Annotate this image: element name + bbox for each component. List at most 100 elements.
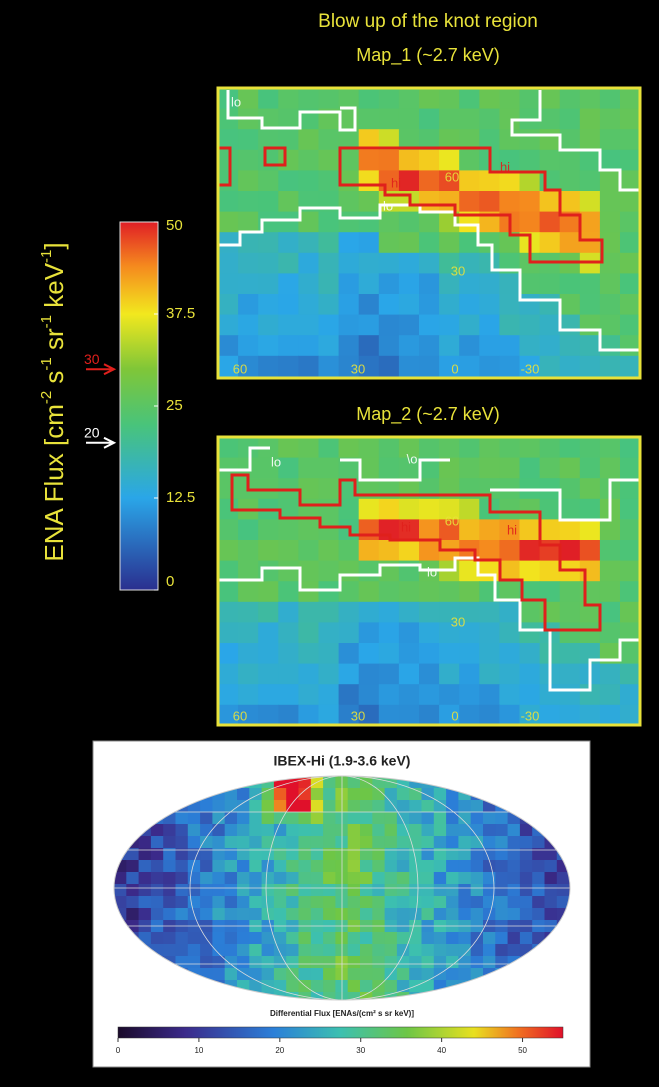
sky-cell <box>470 908 484 921</box>
sky-cell <box>286 956 300 969</box>
colorbar-tick-label: 37.5 <box>166 305 195 322</box>
sky-cell <box>421 836 435 849</box>
map-cell <box>378 88 400 110</box>
map-cell <box>398 663 420 685</box>
map-label: 30 <box>351 361 365 376</box>
sky-cell <box>200 944 213 957</box>
map-cell <box>338 457 360 479</box>
map-cell <box>579 581 601 603</box>
sky-cell <box>163 824 177 837</box>
map-cell <box>378 622 400 644</box>
sky-cell <box>249 836 263 849</box>
sky-cell <box>249 848 263 861</box>
sky-cell <box>372 872 386 885</box>
sky-cell <box>495 860 509 873</box>
map-cell <box>419 294 440 316</box>
map-cell <box>238 643 259 665</box>
map-cell <box>398 684 420 706</box>
map-cell <box>298 519 320 541</box>
sky-cell <box>519 908 533 921</box>
sky-cell <box>347 968 361 981</box>
map-cell <box>579 294 601 316</box>
sky-cell <box>273 884 287 897</box>
map-cell <box>599 170 621 192</box>
map-cell <box>398 108 420 130</box>
map-cell <box>419 108 440 130</box>
sky-cell <box>200 800 213 813</box>
sky-cell <box>310 944 324 957</box>
sky-cell <box>470 896 484 909</box>
sky-cell <box>519 932 533 945</box>
sky-cell <box>187 824 201 837</box>
map-cell <box>559 108 581 130</box>
sky-cell <box>483 956 496 969</box>
map-cell <box>539 601 561 623</box>
map-cell <box>519 129 541 151</box>
map-cell <box>298 684 320 706</box>
map-cell <box>238 540 259 562</box>
sky-cell <box>237 860 250 873</box>
map-cell <box>459 108 480 130</box>
sky-cell <box>347 896 361 909</box>
sky-cell <box>483 860 496 873</box>
sky-cell <box>458 848 472 861</box>
map-cell <box>620 170 640 192</box>
sky-cell <box>433 788 447 801</box>
map-cell <box>479 684 500 706</box>
map-cell <box>620 232 640 254</box>
map-cell <box>218 314 239 336</box>
map-cell <box>238 211 259 233</box>
sky-cell <box>396 884 410 897</box>
map-cell <box>519 540 541 562</box>
sky-cell <box>261 836 275 849</box>
map-cell <box>579 314 601 336</box>
sky-cell <box>372 884 386 897</box>
sky-cell <box>212 860 226 873</box>
sky-cell <box>286 860 300 873</box>
sky-cell <box>384 980 398 993</box>
sky-cell <box>470 848 484 861</box>
sky-cell <box>261 932 275 945</box>
map-cell <box>218 355 239 377</box>
map-cell <box>539 273 561 295</box>
map-cell <box>238 519 259 541</box>
map-cell <box>318 335 340 357</box>
map-cell <box>539 314 561 336</box>
sky-cell <box>175 872 189 885</box>
sky-cell <box>495 884 509 897</box>
map-cell <box>378 684 400 706</box>
map-cell <box>338 581 360 603</box>
sky-cell <box>150 908 164 921</box>
map-cell <box>459 149 480 171</box>
map-cell <box>378 252 400 274</box>
map-cell <box>258 314 279 336</box>
sky-cell <box>483 848 496 861</box>
map-cell <box>419 191 440 213</box>
map-cell <box>358 622 380 644</box>
map-cell <box>579 519 601 541</box>
map-cell <box>218 622 239 644</box>
map-cell <box>519 601 541 623</box>
map-cell <box>620 540 640 562</box>
map-cell <box>559 314 581 336</box>
sky-cell <box>495 896 509 909</box>
sky-cell <box>200 884 213 897</box>
map-label: lo <box>427 564 437 579</box>
map-cell <box>258 581 279 603</box>
sky-cell <box>249 812 263 825</box>
map-cell <box>419 601 440 623</box>
sky-cell <box>224 896 238 909</box>
sky-cell <box>544 872 558 885</box>
sky-cell <box>519 872 533 885</box>
map-cell <box>318 355 340 377</box>
sky-cell <box>409 896 423 909</box>
map-cell <box>398 519 420 541</box>
sky-cell <box>126 884 140 897</box>
map-cell <box>278 643 299 665</box>
map-cell <box>258 252 279 274</box>
map-cell <box>398 498 420 520</box>
sky-cell <box>249 980 263 993</box>
map-cell <box>579 498 601 520</box>
sky-cell <box>261 968 275 981</box>
sky-cell <box>249 884 263 897</box>
